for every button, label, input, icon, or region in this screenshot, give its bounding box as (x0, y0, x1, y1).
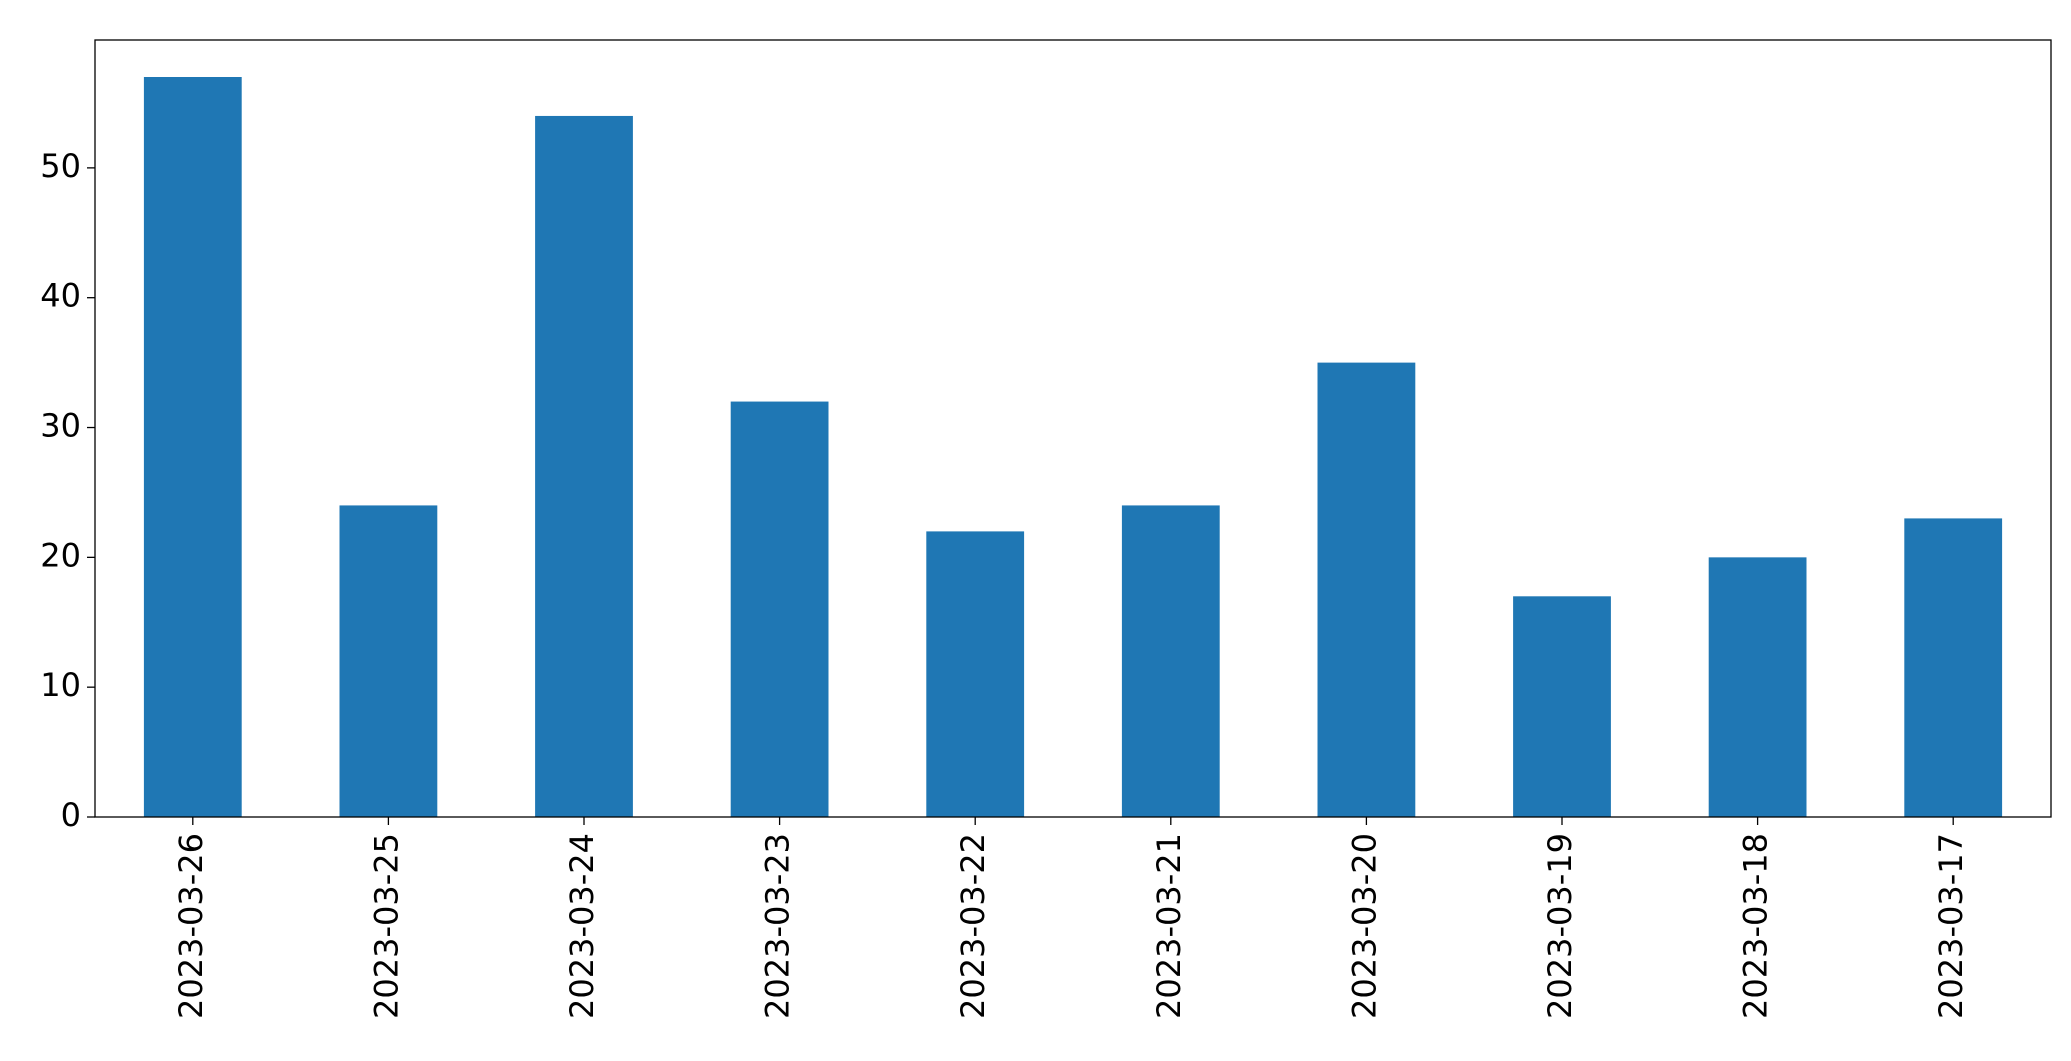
y-tick-label: 30 (40, 407, 81, 445)
plot-frame (94, 39, 2052, 818)
x-tick-label: 2023-03-22 (954, 833, 992, 1019)
bar (1904, 518, 2003, 817)
y-tick-label: 50 (40, 147, 81, 185)
x-tick-label: 2023-03-20 (1345, 833, 1383, 1019)
y-tick-label: 40 (40, 277, 81, 315)
bar (730, 401, 829, 817)
x-tick-label: 2023-03-26 (172, 833, 210, 1019)
y-tick-label: 10 (40, 666, 81, 704)
x-tick-label: 2023-03-25 (367, 833, 405, 1019)
bar (1121, 505, 1220, 817)
bar (926, 531, 1025, 817)
x-tick-label: 2023-03-24 (563, 833, 601, 1019)
x-tick-label: 2023-03-21 (1150, 833, 1188, 1019)
x-tick-label: 2023-03-17 (1932, 833, 1970, 1019)
x-tick-label: 2023-03-18 (1737, 833, 1775, 1019)
bar (1513, 596, 1611, 817)
bar (535, 115, 633, 817)
bar (1708, 557, 1807, 817)
x-tick-label: 2023-03-23 (759, 833, 797, 1019)
bar (1317, 362, 1416, 817)
bar (143, 77, 242, 817)
x-tick-label: 2023-03-19 (1541, 833, 1579, 1019)
bar (339, 505, 438, 817)
y-tick-label: 20 (40, 536, 81, 574)
y-tick-label: 0 (61, 796, 81, 834)
